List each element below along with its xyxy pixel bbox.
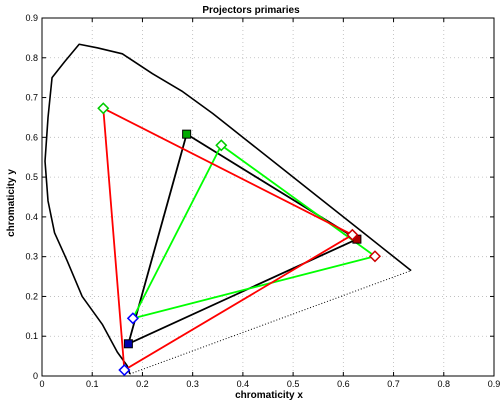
x-tick-label: 0.7 <box>387 379 400 389</box>
axes-box <box>41 17 495 377</box>
x-tick-label: 0 <box>39 379 44 389</box>
gamut-triangle-line <box>127 133 358 345</box>
primary-diamond-marker <box>126 312 139 325</box>
y-tick-label: 0.4 <box>25 212 38 222</box>
x-tick-label: 0.6 <box>337 379 350 389</box>
purple-line <box>129 270 412 375</box>
plot-area: 0 0.1 0.2 0.3 0.4 0.5 0.6 0.7 0.8 0.9 0 0.1 0.2 0.3 0.… <box>25 13 500 389</box>
x-axis-label: chromaticity x <box>235 390 303 401</box>
y-tick-label: 0.6 <box>25 132 38 142</box>
x-tick-label: 0.5 <box>287 379 300 389</box>
primary-diamond-marker <box>215 139 228 152</box>
gamut-triangle-line <box>102 107 354 371</box>
y-axis-label: chromaticity y <box>6 169 17 237</box>
y-tick-label: 0.7 <box>25 93 38 103</box>
primary-diamond-marker <box>118 363 131 377</box>
primary-diamond-marker <box>97 102 110 115</box>
y-tick-label: 0.8 <box>25 53 38 63</box>
x-tick-label: 0.4 <box>237 379 250 389</box>
y-tick-label: 0.1 <box>25 331 38 341</box>
x-tick-label: 0.1 <box>86 379 99 389</box>
x-tick-label: 0.3 <box>186 379 199 389</box>
x-tick-label: 0.2 <box>136 379 149 389</box>
x-tick-label: 0.9 <box>488 379 501 389</box>
y-tick-label: 0.9 <box>25 13 38 23</box>
y-tick-label: 0 <box>33 371 38 381</box>
primary-square-marker <box>182 129 192 139</box>
y-tick-label: 0.2 <box>25 291 38 301</box>
y-tick-label: 0.3 <box>25 252 38 262</box>
spectral-locus-line <box>44 43 412 375</box>
primary-diamond-marker <box>368 250 382 263</box>
x-tick-label: 0.8 <box>438 379 451 389</box>
gamut-triangle-line <box>132 144 376 320</box>
y-tick-label: 0.5 <box>25 172 38 182</box>
primary-square-marker <box>123 339 133 349</box>
chart-title: Projectors primaries <box>202 5 300 16</box>
primary-diamond-marker <box>346 228 359 241</box>
